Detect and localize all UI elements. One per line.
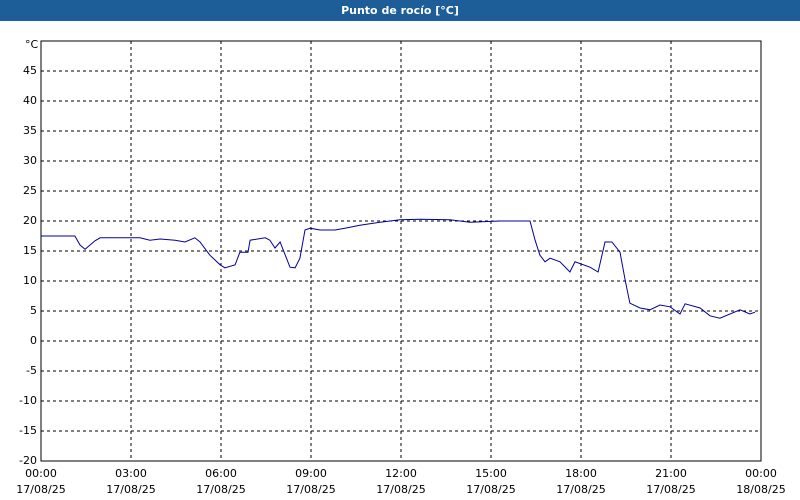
x-tick-date: 17/08/25 [376, 483, 425, 496]
x-tick-label: 06:00 [205, 467, 237, 480]
y-tick-label: 0 [30, 334, 37, 347]
plot-frame [40, 40, 762, 462]
x-tick-date: 17/08/25 [556, 483, 605, 496]
y-tick-label: 30 [23, 154, 37, 167]
y-tick-label: 5 [30, 304, 37, 317]
y-tick-label: 40 [23, 94, 37, 107]
x-tick-label: 18:00 [565, 467, 597, 480]
y-tick-label: 25 [23, 184, 37, 197]
y-tick-label: 35 [23, 124, 37, 137]
title-bar: Punto de rocío [°C] [0, 0, 800, 21]
y-tick-label: -20 [19, 454, 37, 467]
y-tick-label: 20 [23, 214, 37, 227]
x-tick-date: 17/08/25 [16, 483, 65, 496]
y-tick-label: 45 [23, 64, 37, 77]
x-tick-label: 00:00 [745, 467, 777, 480]
x-tick-date: 17/08/25 [286, 483, 335, 496]
y-tick-label: 15 [23, 244, 37, 257]
x-tick-date: 17/08/25 [196, 483, 245, 496]
data-line [41, 218, 756, 319]
x-tick-label: 12:00 [385, 467, 417, 480]
y-unit: °C [25, 38, 39, 51]
y-tick-label: 10 [23, 274, 37, 287]
x-tick-date: 17/08/25 [646, 483, 695, 496]
x-tick-date: 18/08/25 [736, 483, 785, 496]
x-tick-label: 15:00 [475, 467, 507, 480]
x-tick-date: 17/08/25 [106, 483, 155, 496]
x-tick-label: 09:00 [295, 467, 327, 480]
y-tick-label: -10 [19, 394, 37, 407]
y-tick-label: -15 [19, 424, 37, 437]
x-tick-label: 00:00 [25, 467, 57, 480]
x-tick-date: 17/08/25 [466, 483, 515, 496]
y-tick-label: -5 [26, 364, 37, 377]
x-tick-label: 03:00 [115, 467, 147, 480]
x-tick-label: 21:00 [655, 467, 687, 480]
